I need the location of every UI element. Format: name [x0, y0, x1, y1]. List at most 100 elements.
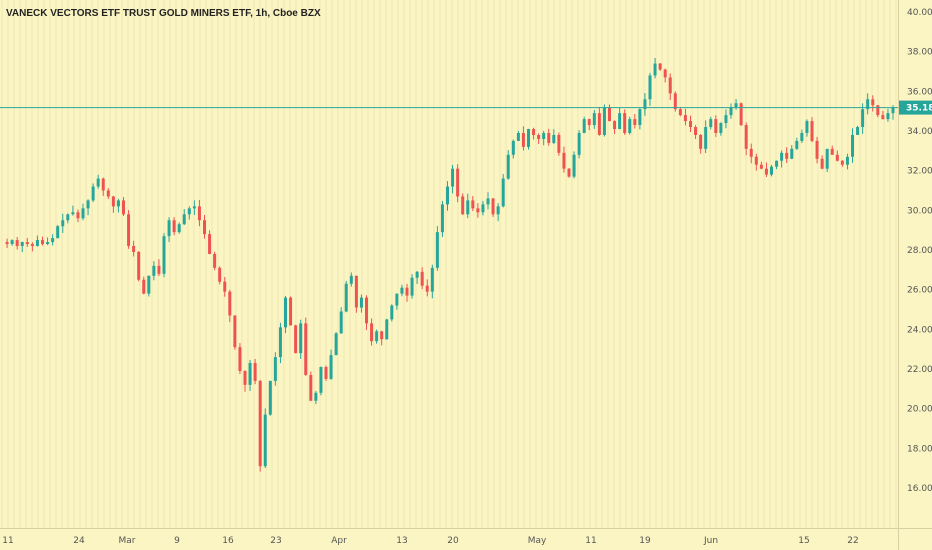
candle — [521, 126, 525, 151]
candle — [167, 217, 171, 242]
candle-body — [81, 208, 85, 219]
candle-body — [20, 242, 24, 247]
candle-body — [425, 285, 429, 292]
candle-body — [91, 186, 95, 201]
candle-body — [243, 370, 247, 385]
candle-body — [587, 119, 591, 126]
candle-body — [56, 226, 60, 239]
candle-body — [537, 134, 541, 139]
candle-body — [339, 311, 343, 334]
candle — [192, 200, 196, 216]
candle — [506, 150, 510, 180]
candle — [577, 130, 581, 159]
candle — [334, 332, 338, 356]
candle-body — [673, 93, 677, 110]
candle — [628, 116, 632, 135]
candle — [228, 289, 232, 323]
candle — [729, 103, 733, 119]
candle — [683, 108, 687, 126]
candle-body — [5, 242, 9, 245]
candle-body — [152, 265, 156, 276]
candle — [385, 318, 389, 340]
x-tick-label: 16 — [222, 536, 234, 546]
candle-body — [608, 107, 611, 122]
candle — [456, 164, 460, 203]
candle — [694, 125, 698, 140]
candle — [415, 270, 419, 285]
y-tick-label: 40.00 — [907, 8, 932, 18]
candle — [744, 122, 748, 156]
candle-body — [618, 113, 622, 130]
candle-layer — [5, 57, 895, 472]
candle — [516, 130, 520, 142]
candle-body — [714, 119, 718, 133]
last-price-tag — [899, 100, 932, 115]
candle-body — [856, 127, 860, 135]
candle — [764, 162, 768, 178]
candle-body — [754, 156, 758, 165]
candle — [689, 115, 692, 132]
candle-body — [456, 168, 460, 197]
candle-body — [845, 156, 849, 165]
candle — [451, 164, 455, 194]
candle-body — [532, 129, 536, 135]
candle-body — [471, 200, 475, 209]
candle-body — [759, 164, 763, 169]
candle — [10, 239, 14, 246]
candle — [380, 330, 384, 346]
candle — [289, 296, 293, 326]
candle-body — [770, 166, 773, 175]
candle — [299, 319, 303, 359]
candle-body — [10, 240, 14, 245]
candle — [835, 150, 839, 162]
candle — [491, 198, 495, 217]
candle — [142, 276, 146, 295]
candle-body — [400, 287, 404, 294]
candle-body — [663, 69, 667, 78]
candle-body — [375, 331, 379, 342]
y-tick-label: 18.00 — [907, 444, 932, 454]
candle-body — [683, 115, 687, 122]
candle-body — [116, 200, 120, 207]
x-tick-label: May — [528, 536, 547, 546]
candle-body — [284, 297, 287, 328]
candle-body — [689, 121, 692, 128]
candle-body — [309, 374, 313, 401]
candle-body — [319, 367, 323, 393]
candle — [501, 174, 505, 208]
candle — [223, 276, 227, 297]
y-tick-label: 38.00 — [907, 48, 932, 58]
candle-body — [192, 206, 196, 209]
candle-body — [496, 206, 500, 215]
candle-body — [491, 198, 495, 215]
candle — [268, 380, 272, 416]
price-line-layer: 35.18 — [0, 100, 932, 115]
candle — [775, 160, 779, 170]
candle — [511, 139, 515, 159]
candle-body — [370, 323, 374, 342]
candle-body — [299, 323, 303, 354]
candle — [856, 125, 860, 135]
candle-body — [567, 168, 571, 177]
candle-body — [66, 214, 70, 221]
candle — [795, 137, 799, 150]
candle — [20, 241, 24, 253]
candle-body — [197, 206, 201, 221]
candle — [96, 174, 100, 189]
candle — [597, 106, 601, 136]
candle-body — [162, 236, 166, 274]
candle-body — [840, 160, 844, 165]
candle-body — [881, 115, 885, 120]
candle — [233, 315, 237, 350]
candle — [400, 284, 404, 297]
candle — [613, 120, 617, 135]
x-tick-label: 9 — [174, 536, 180, 546]
x-tick-label: 20 — [447, 536, 459, 546]
y-tick-label: 26.00 — [907, 286, 932, 296]
candle-body — [96, 178, 100, 187]
candle-body — [329, 355, 333, 379]
candle — [709, 116, 713, 130]
candle — [35, 235, 39, 247]
